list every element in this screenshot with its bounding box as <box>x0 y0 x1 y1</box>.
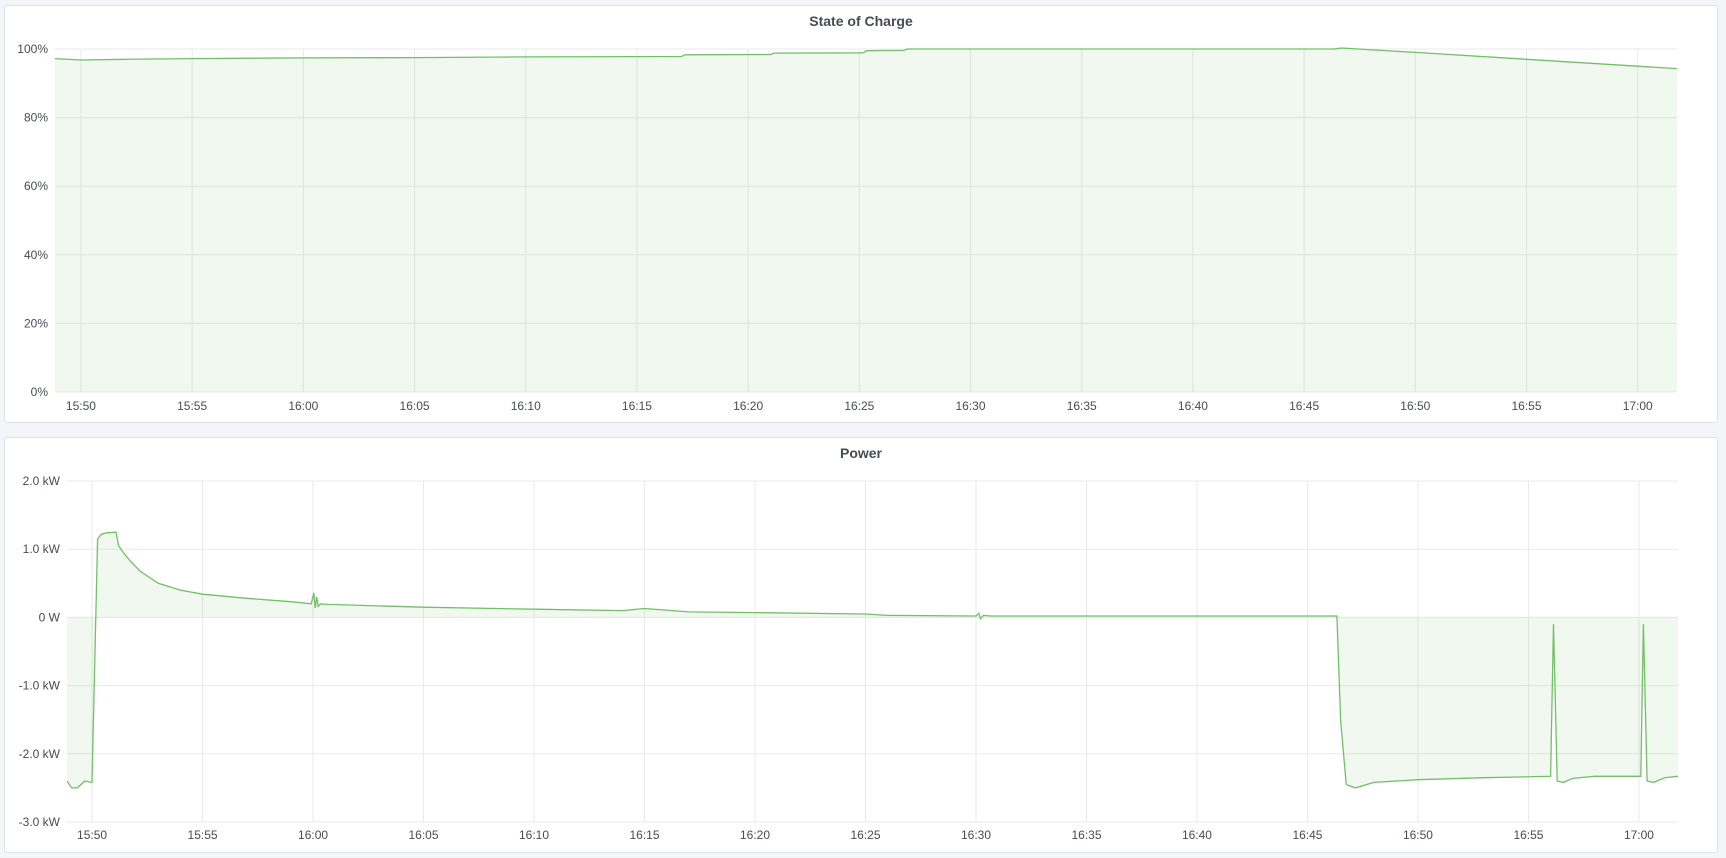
y-tick-label: 60% <box>24 179 48 193</box>
x-tick-label: 15:50 <box>77 828 107 842</box>
x-tick-label: 16:35 <box>1071 828 1101 842</box>
y-tick-label: 2.0 kW <box>23 474 61 488</box>
x-tick-label: 16:50 <box>1400 399 1430 413</box>
y-tick-label: 0 W <box>39 610 61 624</box>
x-tick-label: 16:05 <box>409 828 439 842</box>
x-tick-label: 16:55 <box>1511 399 1541 413</box>
x-tick-label: 16:40 <box>1178 399 1208 413</box>
x-tick-label: 17:00 <box>1624 828 1654 842</box>
x-tick-label: 16:40 <box>1182 828 1212 842</box>
x-tick-label: 16:20 <box>740 828 770 842</box>
panel-title: Power <box>839 445 882 461</box>
x-tick-label: 15:50 <box>66 399 96 413</box>
x-tick-label: 16:30 <box>961 828 991 842</box>
x-tick-label: 16:05 <box>400 399 430 413</box>
y-tick-label: 20% <box>24 316 48 330</box>
y-tick-label: -2.0 kW <box>19 747 61 761</box>
x-tick-label: 15:55 <box>177 399 207 413</box>
x-tick-label: 16:15 <box>622 399 652 413</box>
y-tick-label: 1.0 kW <box>23 542 61 556</box>
x-tick-label: 16:55 <box>1513 828 1543 842</box>
y-tick-label: -1.0 kW <box>19 679 61 693</box>
x-tick-label: 16:30 <box>956 399 986 413</box>
y-tick-label: 80% <box>24 111 48 125</box>
x-tick-label: 16:50 <box>1403 828 1433 842</box>
x-tick-label: 16:10 <box>519 828 549 842</box>
x-tick-label: 17:00 <box>1623 399 1653 413</box>
x-tick-label: 16:20 <box>733 399 763 413</box>
panel-title: State of Charge <box>809 13 913 29</box>
x-tick-label: 16:35 <box>1067 399 1097 413</box>
series-line <box>66 531 1679 789</box>
x-tick-label: 16:00 <box>298 828 328 842</box>
x-tick-label: 16:45 <box>1289 399 1319 413</box>
series-area <box>55 48 1677 392</box>
x-tick-label: 16:45 <box>1292 828 1322 842</box>
x-tick-label: 15:55 <box>188 828 218 842</box>
state-of-charge-panel: State of Charge <box>4 5 1718 423</box>
y-tick-label: 40% <box>24 248 48 262</box>
y-tick-label: 0% <box>31 385 49 399</box>
power-panel: Power <box>4 437 1718 853</box>
x-tick-label: 16:00 <box>288 399 318 413</box>
y-tick-label: 100% <box>17 42 48 56</box>
series-line <box>54 47 1678 70</box>
x-tick-label: 16:25 <box>850 828 880 842</box>
y-tick-label: -3.0 kW <box>19 815 61 829</box>
x-tick-label: 16:15 <box>629 828 659 842</box>
x-tick-label: 16:10 <box>511 399 541 413</box>
series-area <box>67 532 1678 788</box>
x-tick-label: 16:25 <box>844 399 874 413</box>
